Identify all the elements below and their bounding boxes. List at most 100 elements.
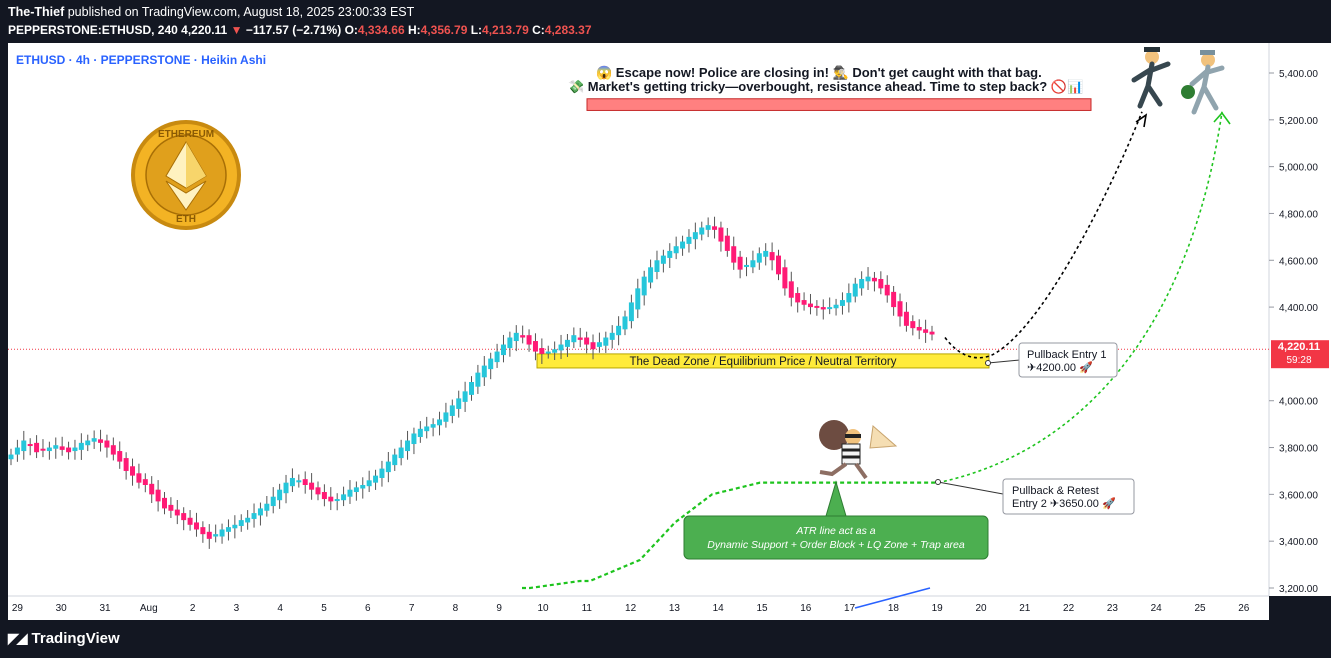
candle-body [27, 444, 33, 447]
entry2-callout[interactable] [1002, 478, 1135, 515]
candle-body [641, 276, 647, 296]
candle-body [545, 351, 551, 354]
tradingview-logo[interactable]: ◤◢ TradingView [8, 630, 120, 647]
candle-body [609, 332, 615, 340]
coin-top-text: ETHEREUM [158, 129, 214, 140]
candle-body [903, 311, 909, 326]
candle-body [884, 284, 890, 296]
candle-body [245, 517, 251, 523]
candle-body [827, 307, 833, 310]
candle-body [788, 281, 794, 298]
price-tick-label: 5,400.00 [1279, 69, 1318, 80]
candle-body [264, 503, 270, 511]
candle-body [78, 442, 84, 450]
time-tick-label: 7 [409, 603, 415, 614]
candle-body [648, 267, 654, 283]
candle-body [456, 398, 462, 409]
candle-body [564, 339, 570, 347]
time-tick-label: 2 [190, 603, 196, 614]
candle-body [737, 256, 743, 270]
candle-body [373, 475, 379, 483]
price-tick-label: 4,400.00 [1279, 303, 1318, 314]
candle-body [66, 447, 72, 453]
candle-body [673, 246, 679, 254]
candle-body [680, 241, 686, 249]
price-tick-label: 3,600.00 [1279, 490, 1318, 501]
price-axis[interactable] [1269, 43, 1331, 596]
time-tick-label: 19 [932, 603, 944, 614]
time-tick-label: Aug [140, 603, 158, 614]
candle-body [929, 331, 935, 335]
candle-body [584, 337, 590, 345]
candle-body [750, 260, 756, 268]
last-price: 4,220.11 [181, 23, 228, 37]
candle-body [14, 447, 20, 455]
candle-body [577, 337, 583, 340]
candle-body [731, 246, 737, 263]
candle-body [251, 513, 257, 519]
candle-body [360, 485, 366, 489]
candle-body [718, 227, 724, 242]
entry1-line1: Pullback Entry 1 [1027, 349, 1106, 361]
candles-group [8, 216, 935, 549]
candle-body [526, 335, 532, 345]
entry1-callout[interactable] [1018, 342, 1118, 378]
candle-body [628, 302, 634, 322]
candle-body [257, 508, 263, 516]
candle-body [686, 236, 692, 244]
time-axis[interactable] [8, 596, 1269, 620]
candle-body [814, 305, 820, 308]
thief-icon [819, 420, 898, 480]
candle-body [219, 529, 225, 537]
current-price-value: 4,220.11 [1278, 341, 1320, 353]
current-price-tag[interactable] [1271, 340, 1329, 369]
projection-path-entry1[interactable] [944, 111, 1143, 359]
candle-body [347, 489, 353, 497]
candle-body [162, 497, 167, 509]
publisher-name[interactable]: The-Thief [8, 5, 65, 19]
candle-body [136, 473, 142, 483]
candle-body [405, 440, 411, 452]
open-label: O: [344, 23, 358, 37]
candle-body [558, 344, 564, 351]
candle-body [21, 440, 27, 452]
resistance-box[interactable] [586, 98, 1092, 111]
candle-body [782, 267, 788, 289]
time-tick-label: 18 [888, 603, 900, 614]
candle-body [193, 522, 199, 530]
candle-body [341, 494, 347, 501]
candle-body [616, 325, 622, 336]
candle-body [622, 316, 628, 330]
candle-body [763, 250, 769, 257]
chart-canvas[interactable]: 5,400.00 5,200.00 5,000.00 4,800.00 4,600.00… [0, 42, 1331, 622]
candle-body [315, 487, 321, 495]
bar-countdown: 59:28 [1286, 355, 1311, 366]
close-value: 4,283.37 [544, 23, 592, 37]
candle-body [769, 252, 775, 261]
price-tick-label: 5,200.00 [1279, 116, 1318, 127]
blue-trendline[interactable] [854, 587, 931, 609]
candle-body [871, 277, 877, 282]
time-tick-label: 9 [496, 603, 502, 614]
price-tick-label: 3,800.00 [1279, 444, 1318, 455]
candle-body [334, 499, 340, 502]
time-tick-label: 15 [756, 603, 768, 614]
atr-callout[interactable] [683, 515, 989, 560]
candle-body [309, 482, 315, 490]
chart-legend[interactable]: ETHUSD · 4h · PEPPERSTONE · Heikin Ashi [16, 53, 266, 67]
high-label: H: [407, 23, 421, 37]
candle-body [225, 527, 231, 532]
chart-frame[interactable]: 5,400.00 5,200.00 5,000.00 4,800.00 4,600.00… [0, 42, 1331, 622]
candle-body [923, 329, 929, 333]
candle-body [168, 504, 174, 511]
candle-body [500, 344, 506, 356]
candle-body [891, 291, 897, 308]
atr-line[interactable] [522, 481, 938, 590]
candle-body [916, 326, 922, 331]
time-tick-label: 29 [12, 603, 24, 614]
candle-body [72, 447, 78, 452]
candle-body [532, 341, 538, 352]
candle-body [206, 531, 212, 539]
candle-body [392, 454, 398, 466]
candle-body [85, 440, 91, 446]
